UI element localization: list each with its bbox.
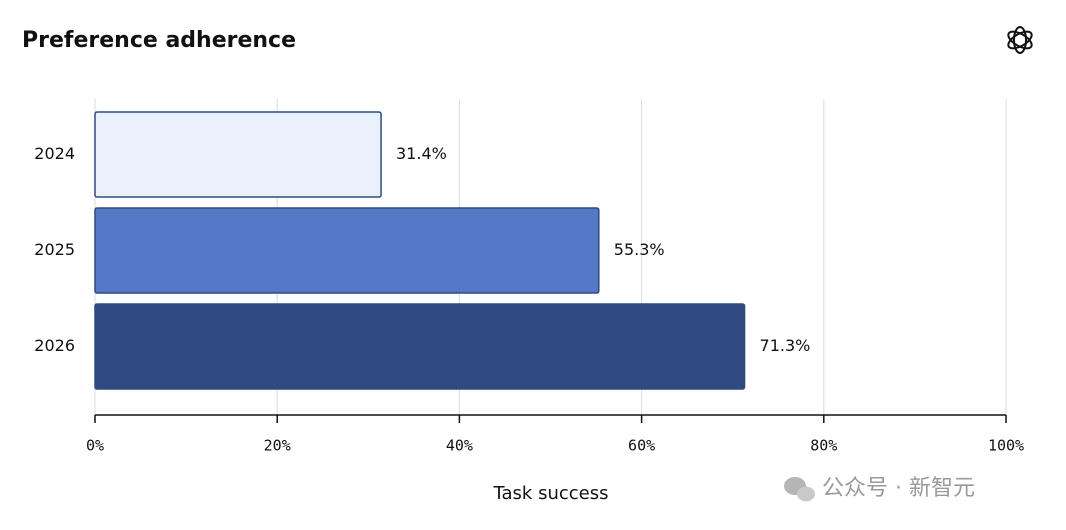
x-tick-label: 20% [264, 437, 291, 455]
logo [1007, 26, 1033, 54]
value-label: 71.3% [760, 336, 811, 355]
watermark-icon [784, 477, 815, 502]
y-tick-label: 2025 [34, 240, 75, 259]
bar [94, 111, 382, 198]
x-tick-label: 100% [988, 437, 1024, 455]
value-label: 55.3% [614, 240, 665, 259]
chart-title: Preference adherence [22, 28, 296, 53]
x-tick-label: 80% [810, 437, 837, 455]
value-label: 31.4% [396, 144, 447, 163]
x-tick-label: 60% [628, 437, 655, 455]
bar [94, 303, 746, 390]
watermark: 公众号 · 新智元 [822, 476, 975, 501]
y-tick-label: 2026 [34, 336, 75, 355]
x-tick-label: 0% [86, 437, 104, 455]
bar [94, 207, 600, 294]
y-tick-label: 2024 [34, 144, 75, 163]
x-tick-label: 40% [446, 437, 473, 455]
x-axis-label: Task success [493, 483, 609, 504]
